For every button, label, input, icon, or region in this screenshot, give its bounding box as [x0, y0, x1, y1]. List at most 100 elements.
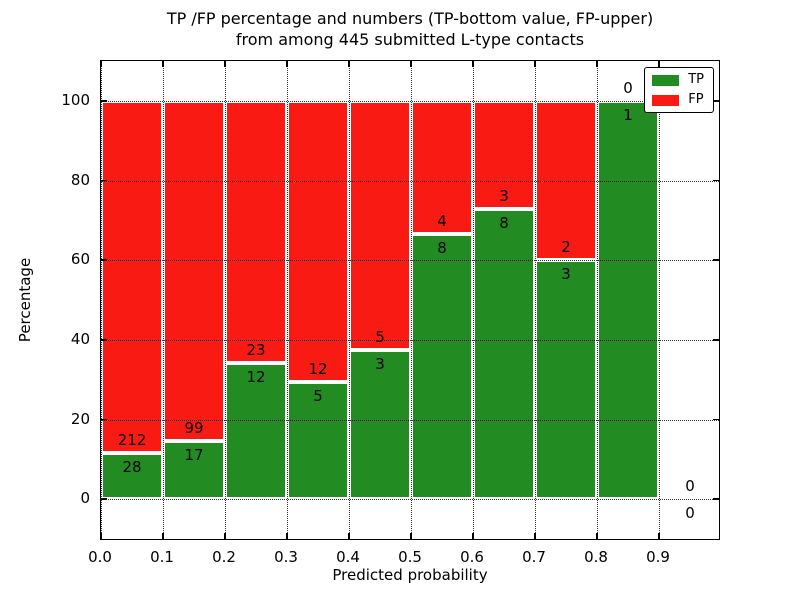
x-tick-label: 0.7 — [522, 548, 546, 566]
x-gridline — [411, 61, 412, 539]
legend-item-tp: TP — [652, 73, 704, 87]
tp-bar — [349, 349, 411, 500]
tp-count-label: 1 — [623, 105, 633, 124]
fp-count-label: 2 — [561, 238, 571, 257]
tp-bar — [473, 209, 535, 500]
y-tick-mark — [101, 100, 107, 102]
x-tick-mark — [472, 533, 474, 539]
tp-bar — [597, 100, 659, 500]
fp-bar — [225, 100, 287, 363]
x-tick-mark — [286, 61, 288, 67]
x-gridline — [349, 61, 350, 539]
x-tick-mark — [534, 61, 536, 67]
fp-bar — [535, 100, 597, 261]
fp-count-label: 0 — [685, 477, 695, 496]
tp-bar — [101, 452, 163, 500]
y-tick-mark — [101, 418, 107, 421]
chart-title-line2: from among 445 submitted L-type contacts — [235, 30, 585, 49]
x-tick-label: 0.3 — [274, 548, 298, 566]
x-tick-mark — [596, 533, 598, 539]
y-tick-label: 60 — [70, 250, 90, 269]
fp-count-label: 12 — [308, 360, 328, 378]
fp-bar — [163, 100, 225, 441]
y-tick-mark — [101, 179, 107, 182]
y-tick-label: 0 — [80, 489, 90, 508]
y-gridline — [101, 100, 719, 102]
x-gridline — [659, 61, 660, 539]
x-tick-mark — [100, 61, 102, 67]
fp-bar — [349, 100, 411, 350]
tp-bar — [535, 260, 597, 500]
chart-title: TP /FP percentage and numbers (TP-bottom… — [100, 8, 720, 50]
fp-count-label: 5 — [375, 327, 385, 346]
tp-bar — [163, 440, 225, 500]
x-gridline — [101, 61, 102, 539]
x-tick-label: 0.0 — [88, 548, 112, 566]
fp-bar — [287, 100, 349, 382]
plot-area: TP FP 212 28 99 17 23 12 12 5 5 3 4 8 3 8 2 3 0 1 0 0 — [100, 60, 720, 540]
tp-bar — [225, 362, 287, 500]
y-gridline — [101, 499, 719, 501]
tp-count-label: 8 — [499, 214, 509, 233]
x-gridline — [287, 61, 288, 539]
x-gridline — [473, 61, 474, 539]
y-tick-mark — [713, 259, 719, 261]
y-gridline — [101, 260, 719, 262]
x-tick-mark — [162, 61, 164, 67]
tp-legend-label: TP — [688, 72, 704, 87]
x-tick-label: 0.9 — [646, 548, 670, 566]
y-tick-mark — [713, 498, 719, 500]
y-tick-mark — [713, 100, 719, 102]
x-tick-mark — [348, 533, 350, 539]
x-tick-mark — [100, 533, 102, 539]
tp-count-label: 17 — [184, 445, 204, 464]
x-tick-label: 0.8 — [584, 548, 608, 566]
y-tick-label: 100 — [61, 90, 90, 109]
y-gridline — [101, 339, 719, 341]
y-tick-mark — [101, 259, 107, 261]
y-tick-mark — [101, 498, 107, 500]
tp-bar — [287, 382, 349, 500]
fp-count-label: 212 — [117, 430, 147, 449]
legend-item-fp: FP — [652, 93, 704, 107]
tp-count-label: 3 — [561, 265, 571, 284]
x-tick-mark — [162, 533, 164, 539]
y-tick-label: 20 — [70, 409, 90, 428]
tp-bar — [411, 233, 473, 500]
tp-count-label: 0 — [685, 504, 695, 523]
legend: TP FP — [644, 67, 714, 113]
x-tick-mark — [658, 61, 660, 67]
x-tick-mark — [224, 61, 226, 67]
tp-count-label: 12 — [246, 367, 266, 386]
fp-count-label: 3 — [499, 187, 509, 206]
tp-count-label: 28 — [122, 457, 142, 476]
y-tick-label: 80 — [70, 170, 90, 189]
fp-legend-swatch — [652, 94, 680, 106]
x-tick-label: 0.4 — [336, 548, 360, 566]
x-tick-label: 0.6 — [460, 548, 484, 566]
fp-legend-label: FP — [688, 92, 704, 107]
x-tick-mark — [596, 61, 598, 67]
tp-count-label: 8 — [437, 238, 447, 257]
fp-count-label: 23 — [246, 340, 266, 359]
fp-count-label: 0 — [623, 78, 633, 97]
y-gridline — [101, 180, 719, 182]
tp-legend-swatch — [652, 74, 680, 86]
x-gridline — [163, 61, 164, 539]
x-tick-mark — [658, 533, 660, 539]
x-axis-label: Predicted probability — [332, 566, 488, 584]
x-tick-mark — [410, 61, 412, 67]
chart-title-line1: TP /FP percentage and numbers (TP-bottom… — [166, 9, 654, 28]
y-tick-mark — [101, 339, 107, 341]
y-gridline — [101, 419, 719, 421]
tp-count-label: 5 — [313, 387, 323, 405]
y-tick-label: 40 — [70, 329, 90, 348]
x-gridline — [225, 61, 226, 539]
y-tick-mark — [713, 339, 719, 341]
x-tick-label: 0.5 — [398, 548, 422, 566]
fp-bar — [411, 100, 473, 234]
tp-count-label: 3 — [375, 354, 385, 373]
x-tick-label: 0.2 — [212, 548, 236, 566]
x-tick-mark — [348, 61, 350, 67]
